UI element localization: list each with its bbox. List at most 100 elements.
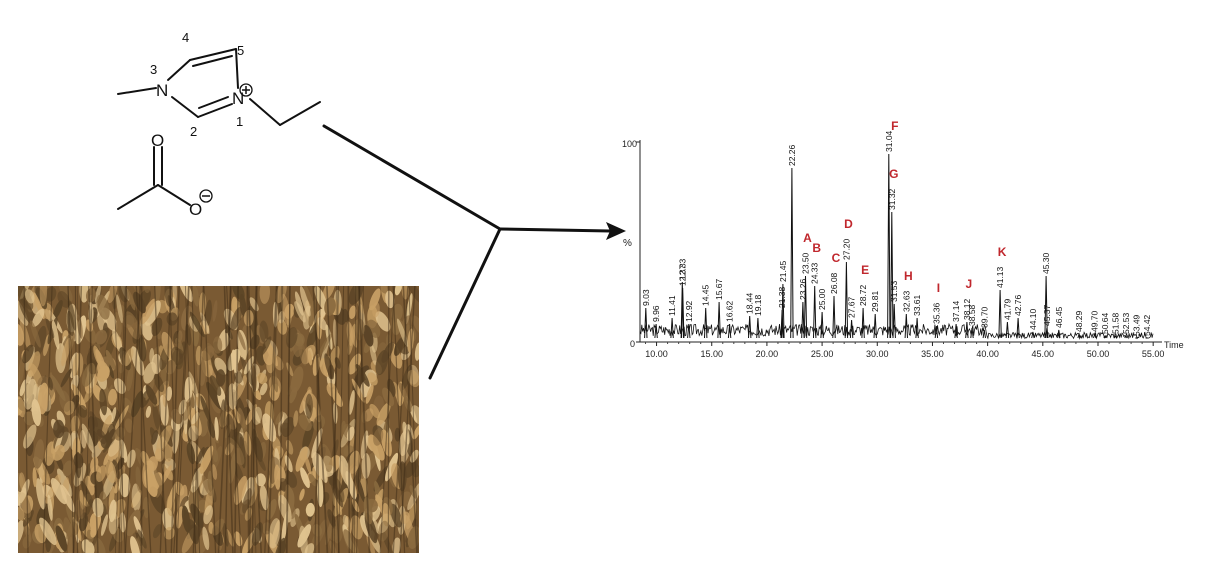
compound-marker-J: J xyxy=(966,277,973,291)
y-axis-unit: % xyxy=(623,238,632,249)
peak-39.70 xyxy=(982,329,986,339)
retention-time-label: 21.38 xyxy=(777,286,787,308)
compound-marker-D: D xyxy=(844,217,853,231)
compound-marker-I: I xyxy=(937,281,940,295)
retention-time-label: 28.72 xyxy=(858,284,868,306)
arrow-head-icon xyxy=(606,222,626,240)
retention-time-label: 9.03 xyxy=(641,289,651,306)
anion-charge-icon xyxy=(199,189,213,203)
atom-o-anion: O xyxy=(189,200,202,219)
cation-charge-icon xyxy=(239,83,253,97)
x-tick-label: 20.00 xyxy=(756,349,779,359)
retention-time-label: 25.00 xyxy=(817,288,827,310)
peak-48.29 xyxy=(1077,332,1081,339)
retention-time-label: 53.49 xyxy=(1132,314,1142,336)
compound-marker-A: A xyxy=(803,231,812,245)
peak-14.45 xyxy=(704,307,708,339)
retention-time-label: 12.92 xyxy=(684,300,694,322)
arrow-branch-bottom xyxy=(428,227,502,380)
retention-time-label: 45.30 xyxy=(1041,252,1051,274)
peak-35.36 xyxy=(934,325,939,339)
peak-23.50 xyxy=(803,275,808,339)
peak-28.72 xyxy=(861,307,865,339)
bond-n3-methyl xyxy=(117,87,157,95)
retention-time-label: 9.96 xyxy=(651,305,661,322)
x-tick-label: 55.00 xyxy=(1142,349,1165,359)
ring-number-3: 3 xyxy=(150,62,157,77)
atom-n3: N xyxy=(156,81,168,100)
bond-n1-ch2 xyxy=(249,98,281,126)
ring-number-4: 4 xyxy=(182,30,189,45)
retention-time-label: 31.04 xyxy=(884,130,894,152)
peak-46.45 xyxy=(1057,329,1061,339)
peak-9.96 xyxy=(654,323,658,339)
x-axis-unit: Time xyxy=(1164,340,1184,350)
retention-time-label: 23.26 xyxy=(798,278,808,300)
retention-time-label: 42.76 xyxy=(1013,294,1023,316)
x-tick-label: 30.00 xyxy=(866,349,889,359)
compound-marker-E: E xyxy=(861,263,869,277)
retention-time-label: 32.63 xyxy=(901,290,911,312)
retention-time-label: 14.45 xyxy=(701,284,711,306)
peak-12.37 xyxy=(681,287,685,339)
peak-11.41 xyxy=(670,317,674,339)
x-tick-label: 45.00 xyxy=(1032,349,1055,359)
baseline-trace xyxy=(639,322,1154,340)
retention-time-label: 38.12 xyxy=(962,298,972,320)
peak-12.92 xyxy=(687,323,691,339)
peak-18.44 xyxy=(748,315,752,339)
compound-marker-B: B xyxy=(812,241,821,255)
bond-c-o-single xyxy=(157,184,191,206)
peak-32.63 xyxy=(904,313,908,339)
x-tick-label: 35.00 xyxy=(921,349,944,359)
retention-time-label: 50.64 xyxy=(1100,312,1110,334)
retention-time-label: 41.13 xyxy=(995,266,1005,288)
bond-c5-n1 xyxy=(235,48,239,89)
retention-time-label: 48.29 xyxy=(1074,310,1084,332)
chromatogram-chart: 10.00 15.00 20.00 25.00 30.00 35.00 40.00 45.00… xyxy=(622,120,1184,359)
peak-23.26 xyxy=(801,301,805,339)
arrow-shaft xyxy=(498,227,612,233)
bond-ch3-c xyxy=(117,184,159,210)
retention-time-label: 26.08 xyxy=(829,272,839,294)
retention-time-label: 12.33 xyxy=(677,258,687,280)
compound-marker-F: F xyxy=(891,120,898,133)
y-axis-max-label: 100 xyxy=(622,139,637,149)
retention-time-label: 35.36 xyxy=(931,302,941,324)
bond-c2-n3 xyxy=(171,96,199,118)
atom-o-carbonyl: O xyxy=(151,131,164,150)
peak-38.58 xyxy=(970,327,974,339)
ring-number-2: 2 xyxy=(190,124,197,139)
retention-time-label: 23.50 xyxy=(801,252,811,274)
retention-time-label: 37.14 xyxy=(951,300,961,322)
ring-number-5: 5 xyxy=(237,43,244,58)
peak-37.14 xyxy=(954,323,958,339)
arrow-branch-top xyxy=(322,124,502,231)
peak-49.70 xyxy=(1093,332,1097,339)
bond-n3-c4 xyxy=(167,59,191,81)
bond-c4-c5 xyxy=(189,48,237,61)
peak-51.58 xyxy=(1113,335,1118,339)
retention-time-label: 11.41 xyxy=(667,295,677,316)
peak-31.32 xyxy=(890,211,894,339)
retention-time-label: 21.45 xyxy=(778,260,788,282)
peak-45.30 xyxy=(1044,275,1048,339)
peak-29.81 xyxy=(873,313,877,339)
y-axis-min-label: 0 xyxy=(630,339,635,349)
peak-31.04 xyxy=(887,153,891,339)
bond-n1-c2 xyxy=(197,103,233,118)
peak-27.67 xyxy=(849,319,854,339)
x-tick-label: 50.00 xyxy=(1087,349,1110,359)
peak-38.12 xyxy=(965,321,969,339)
retention-time-label: 29.81 xyxy=(870,290,880,312)
retention-time-label: 45.37 xyxy=(1042,304,1052,326)
retention-time-label: 27.20 xyxy=(841,238,851,260)
peak-45.37 xyxy=(1045,327,1049,339)
retention-time-label: 33.61 xyxy=(912,294,922,316)
peak-9.03 xyxy=(644,307,648,339)
peak-44.10 xyxy=(1031,331,1035,339)
peak-16.62 xyxy=(727,323,732,339)
retention-time-label: 41.79 xyxy=(1002,298,1012,320)
